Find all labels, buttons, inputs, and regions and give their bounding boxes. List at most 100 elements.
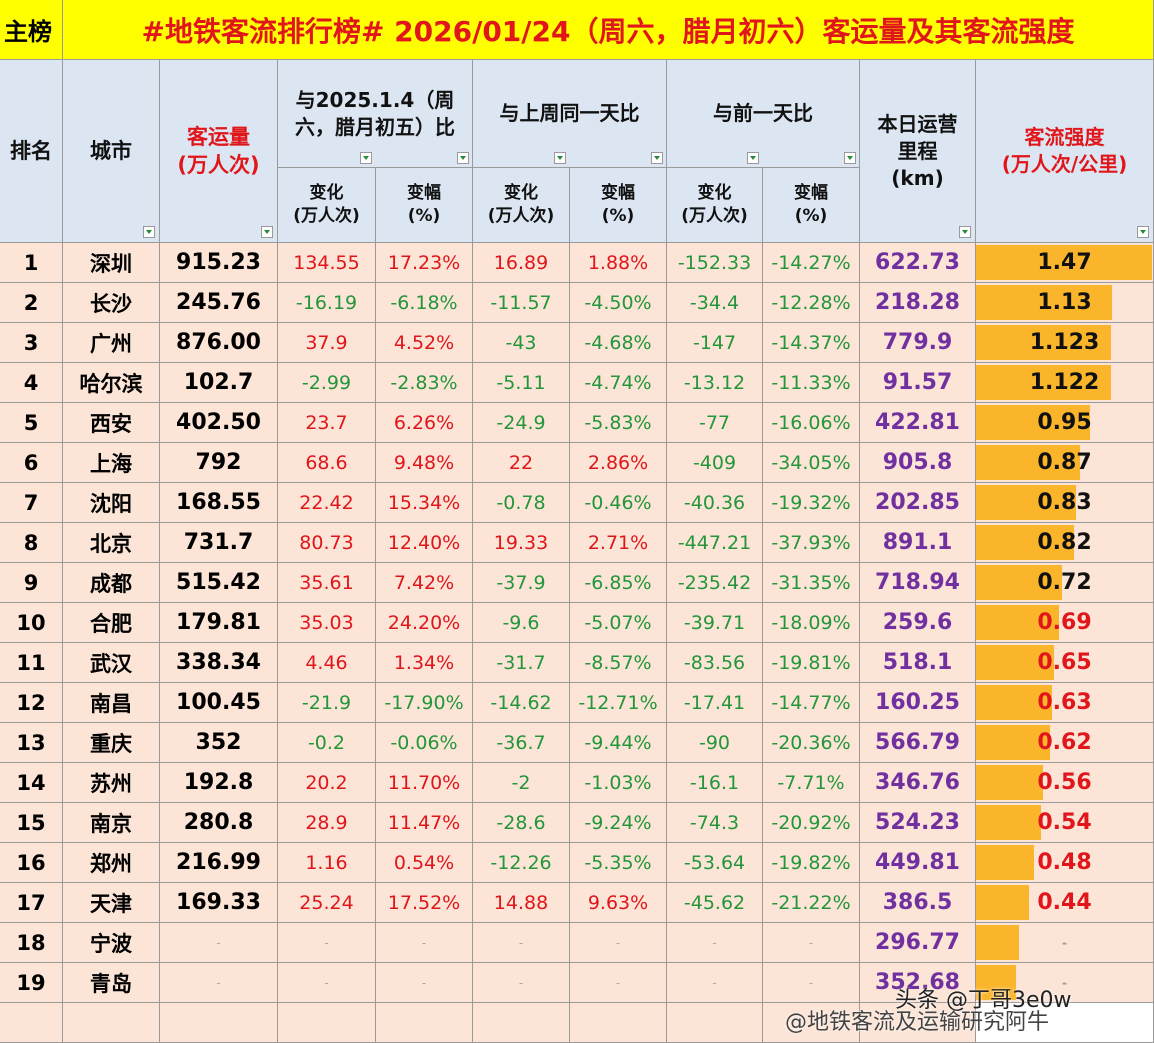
- change-cell: 35.03: [278, 603, 376, 643]
- intensity-value: 0.87: [1037, 450, 1092, 475]
- change-cell: -0.78: [473, 483, 570, 523]
- change-cell: -21.9: [278, 683, 376, 723]
- change-cell: 15.34%: [376, 483, 473, 523]
- change-cell: -13.12: [667, 363, 763, 403]
- change-cell: -4.74%: [570, 363, 667, 403]
- city: 西安: [63, 403, 160, 443]
- change-cell: -7.71%: [763, 763, 860, 803]
- change-cell: 24.20%: [376, 603, 473, 643]
- mileage: 891.1: [860, 523, 976, 563]
- change-cell: 1.88%: [570, 243, 667, 283]
- change-cell: 25.24: [278, 883, 376, 923]
- intensity-cell: 0.56: [976, 763, 1154, 803]
- intensity-bar: [976, 565, 1063, 600]
- rank: 14: [0, 763, 63, 803]
- rank: 4: [0, 363, 63, 403]
- city: 天津: [63, 883, 160, 923]
- city: 南京: [63, 803, 160, 843]
- change-cell: -: [667, 923, 763, 963]
- empty-cell: [570, 1003, 667, 1043]
- change-cell: -2.83%: [376, 363, 473, 403]
- tag: 主榜: [0, 0, 63, 60]
- rank: 19: [0, 963, 63, 1003]
- title: #地铁客流排行榜# 2026/01/24（周六，腊月初六）客运量及其客流强度: [63, 0, 1154, 60]
- change-cell: -12.28%: [763, 283, 860, 323]
- intensity-value: 0.65: [1037, 650, 1092, 675]
- change-cell: 37.9: [278, 323, 376, 363]
- change-cell: -34.05%: [763, 443, 860, 483]
- intensity-cell: 1.47: [976, 243, 1154, 283]
- city: 北京: [63, 523, 160, 563]
- change-cell: -6.18%: [376, 283, 473, 323]
- mileage: 449.81: [860, 843, 976, 883]
- intensity-bar: [976, 885, 1029, 920]
- header-cell: 城市: [63, 60, 160, 243]
- change-cell: 6.26%: [376, 403, 473, 443]
- change-cell: -409: [667, 443, 763, 483]
- change-cell: 68.6: [278, 443, 376, 483]
- change-cell: 12.40%: [376, 523, 473, 563]
- filter: [473, 143, 570, 168]
- change-cell: 2.71%: [570, 523, 667, 563]
- intensity-cell: -: [976, 923, 1154, 963]
- change-cell: -20.92%: [763, 803, 860, 843]
- volume: 915.23: [160, 243, 278, 283]
- change-cell: -6.85%: [570, 563, 667, 603]
- mileage: 386.5: [860, 883, 976, 923]
- change-cell: -16.19: [278, 283, 376, 323]
- header-sub: 变化 (万人次): [473, 168, 570, 243]
- intensity-value: -: [1062, 935, 1067, 950]
- change-cell: -40.36: [667, 483, 763, 523]
- city: 宁波: [63, 923, 160, 963]
- rank: 12: [0, 683, 63, 723]
- mileage: 91.57: [860, 363, 976, 403]
- change-cell: 17.23%: [376, 243, 473, 283]
- change-cell: -28.6: [473, 803, 570, 843]
- change-cell: -447.21: [667, 523, 763, 563]
- city: 成都: [63, 563, 160, 603]
- volume: 338.34: [160, 643, 278, 683]
- volume: 100.45: [160, 683, 278, 723]
- change-cell: -83.56: [667, 643, 763, 683]
- empty-cell: [667, 1003, 763, 1043]
- intensity-value: 0.82: [1037, 530, 1092, 555]
- change-cell: 0.54%: [376, 843, 473, 883]
- change-cell: -: [278, 963, 376, 1003]
- filter: [763, 143, 860, 168]
- change-cell: -5.35%: [570, 843, 667, 883]
- change-cell: 22: [473, 443, 570, 483]
- intensity-cell: 1.13: [976, 283, 1154, 323]
- change-cell: -12.26: [473, 843, 570, 883]
- intensity-cell: 0.65: [976, 643, 1154, 683]
- change-cell: -12.71%: [570, 683, 667, 723]
- mileage: 518.1: [860, 643, 976, 683]
- header-sub: 变幅 (%): [376, 168, 473, 243]
- change-cell: -74.3: [667, 803, 763, 843]
- empty-cell: [376, 1003, 473, 1043]
- mileage: 296.77: [860, 923, 976, 963]
- intensity-bar: [976, 685, 1052, 720]
- header-group: 与上周同一天比: [473, 60, 667, 168]
- empty-cell: [473, 1003, 570, 1043]
- rank: 2: [0, 283, 63, 323]
- change-cell: -31.7: [473, 643, 570, 683]
- city: 上海: [63, 443, 160, 483]
- header-group: 与前一天比: [667, 60, 860, 168]
- intensity-value: 0.69: [1037, 610, 1092, 635]
- intensity-cell: 1.122: [976, 363, 1154, 403]
- volume: 216.99: [160, 843, 278, 883]
- change-cell: -14.62: [473, 683, 570, 723]
- intensity-bar: [976, 925, 1020, 960]
- rank: 9: [0, 563, 63, 603]
- volume: 731.7: [160, 523, 278, 563]
- intensity-bar: [976, 485, 1076, 520]
- city: 苏州: [63, 763, 160, 803]
- change-cell: -77: [667, 403, 763, 443]
- rank: 8: [0, 523, 63, 563]
- change-cell: 11.47%: [376, 803, 473, 843]
- volume: 280.8: [160, 803, 278, 843]
- mileage: 259.6: [860, 603, 976, 643]
- change-cell: 9.63%: [570, 883, 667, 923]
- header-cell: 排名: [0, 60, 63, 243]
